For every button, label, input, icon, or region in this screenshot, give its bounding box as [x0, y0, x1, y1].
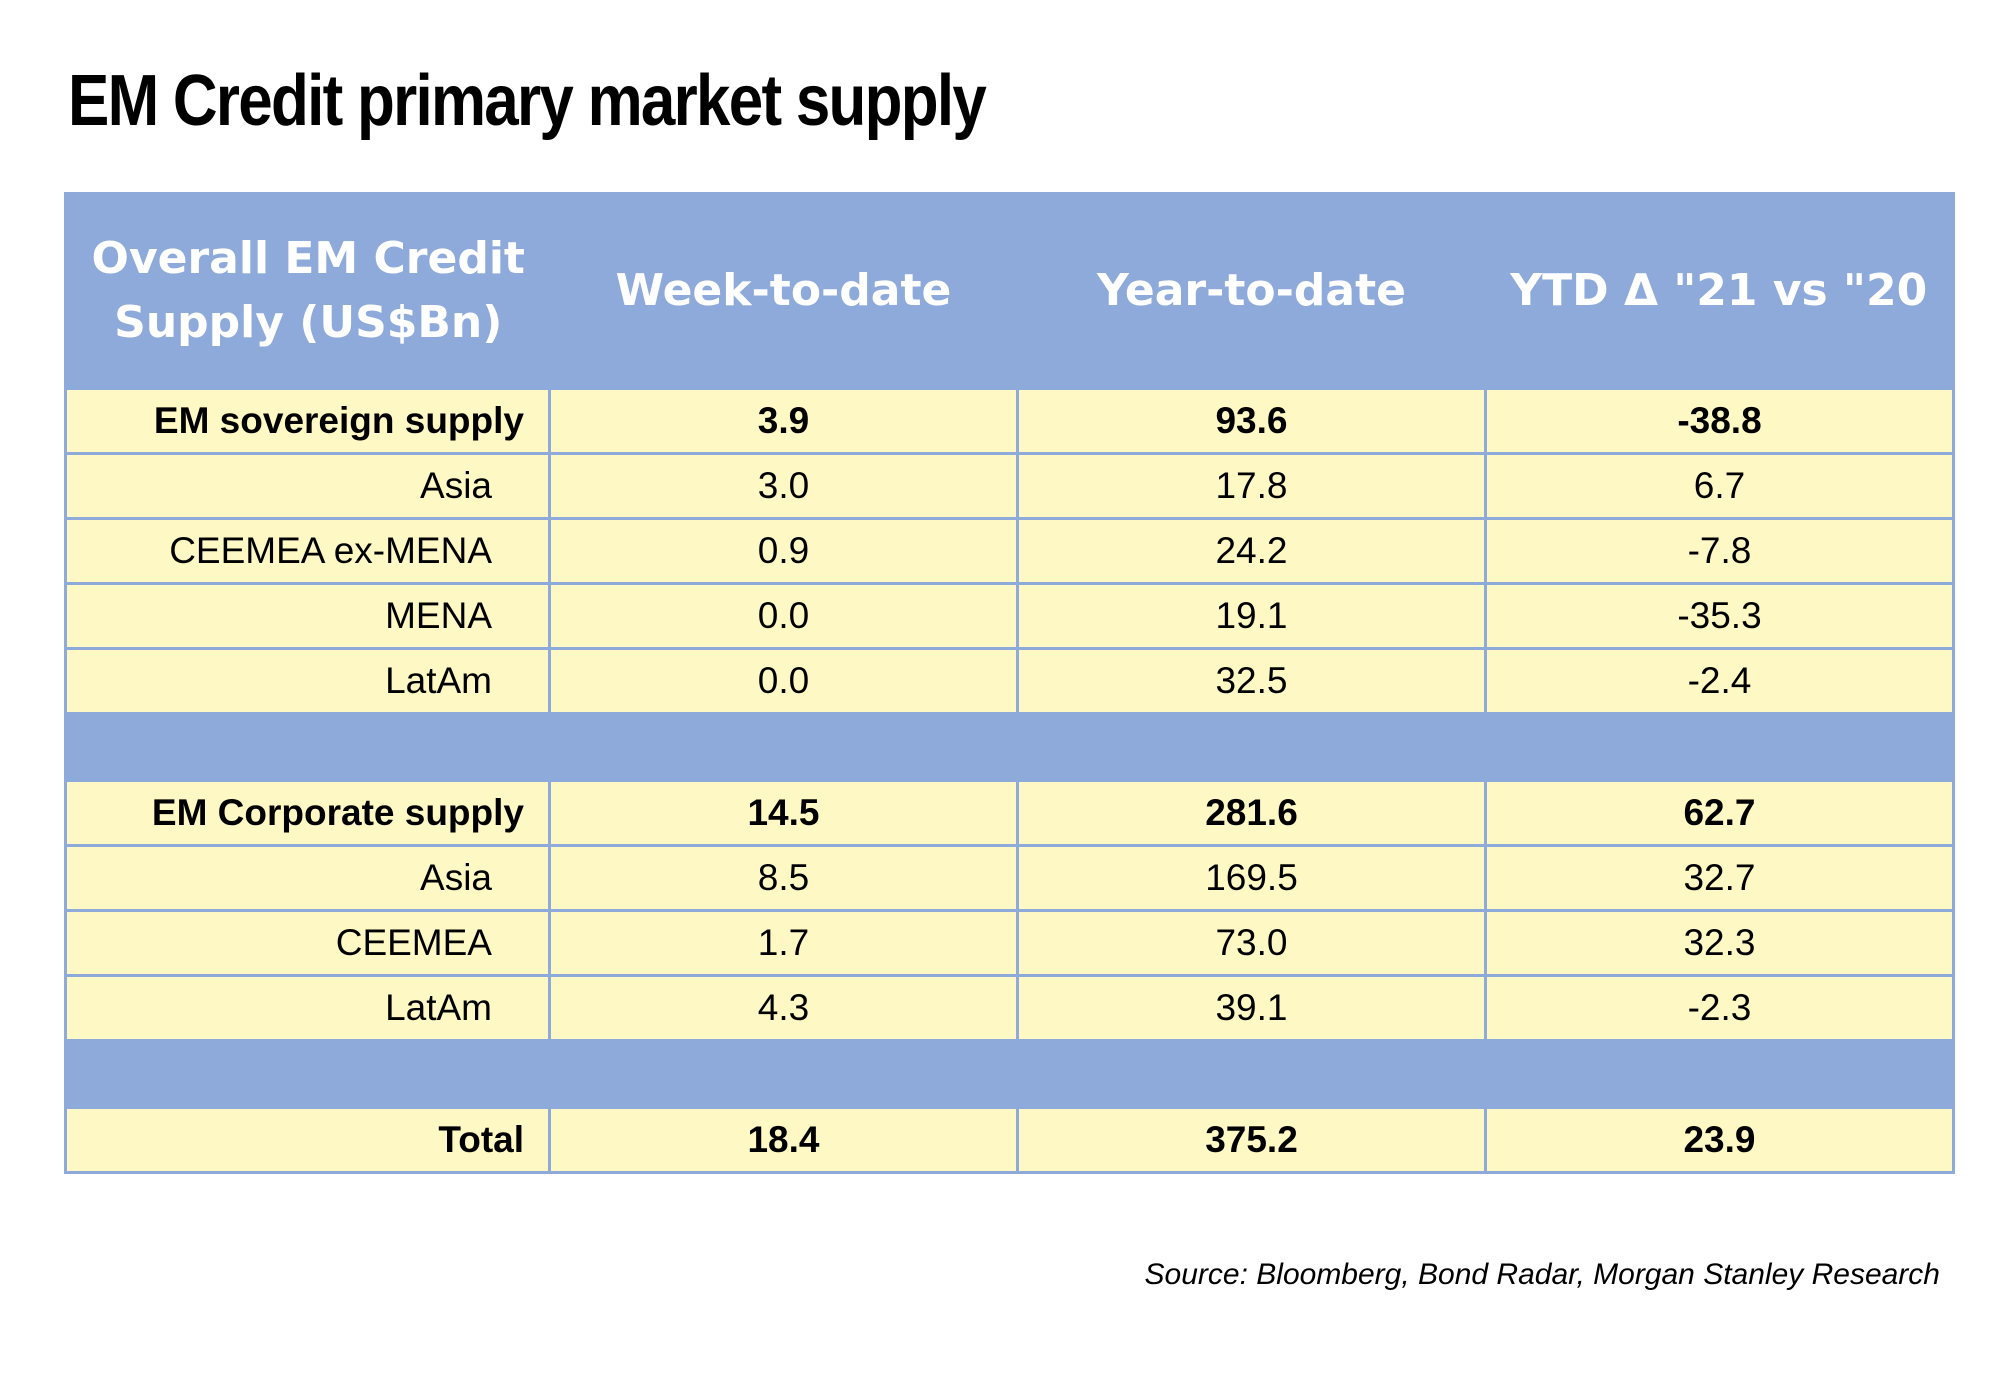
year-to-date-cell: 32.5: [1016, 647, 1487, 715]
table-row: EM sovereign supply 3.9 93.6 -38.8: [64, 387, 1955, 455]
header-row: Overall EM Credit Supply (US$Bn) Week-to…: [65, 193, 1954, 389]
ytd-change-cell: -7.8: [1484, 517, 1955, 585]
ytd-change-cell: -38.8: [1484, 387, 1955, 455]
column-header-ytd-change: YTD Δ "21 vs "20: [1485, 193, 1954, 389]
table-row: Asia 8.5 169.5 32.7: [64, 844, 1955, 912]
row-label: LatAm: [64, 647, 551, 715]
table-row: LatAm 0.0 32.5 -2.4: [64, 647, 1955, 715]
table-row: LatAm 4.3 39.1 -2.3: [64, 974, 1955, 1042]
year-to-date-cell: 39.1: [1016, 974, 1487, 1042]
table-row: Total 18.4 375.2 23.9: [64, 1106, 1955, 1174]
spacer-row: [65, 712, 1954, 782]
row-label: LatAm: [64, 974, 551, 1042]
week-to-date-cell: 1.7: [548, 909, 1019, 977]
table-row: Asia 3.0 17.8 6.7: [64, 452, 1955, 520]
row-label: Asia: [64, 452, 551, 520]
year-to-date-cell: 19.1: [1016, 582, 1487, 650]
supply-table: Overall EM Credit Supply (US$Bn) Week-to…: [64, 192, 1955, 1174]
row-label: EM Corporate supply: [64, 779, 551, 847]
week-to-date-cell: 3.0: [548, 452, 1019, 520]
row-label: Total: [64, 1106, 551, 1174]
week-to-date-cell: 0.0: [548, 582, 1019, 650]
ytd-change-cell: 6.7: [1484, 452, 1955, 520]
ytd-change-cell: 32.3: [1484, 909, 1955, 977]
table-body: EM sovereign supply 3.9 93.6 -38.8 Asia 3.0 17…: [64, 387, 1955, 1174]
year-to-date-cell: 24.2: [1016, 517, 1487, 585]
year-to-date-cell: 281.6: [1016, 779, 1487, 847]
ytd-change-cell: 32.7: [1484, 844, 1955, 912]
week-to-date-cell: 0.9: [548, 517, 1019, 585]
year-to-date-cell: 73.0: [1016, 909, 1487, 977]
week-to-date-cell: 8.5: [548, 844, 1019, 912]
week-to-date-cell: 18.4: [548, 1106, 1019, 1174]
year-to-date-cell: 169.5: [1016, 844, 1487, 912]
table-row: CEEMEA ex-MENA 0.9 24.2 -7.8: [64, 517, 1955, 585]
ytd-change-cell: -35.3: [1484, 582, 1955, 650]
column-header-category: Overall EM Credit Supply (US$Bn): [65, 193, 550, 389]
spacer-cell: [65, 712, 1954, 782]
column-header-year-to-date: Year-to-date: [1017, 193, 1486, 389]
table-row: MENA 0.0 19.1 -35.3: [64, 582, 1955, 650]
spacer-cell: [65, 1039, 1954, 1109]
ytd-change-cell: 62.7: [1484, 779, 1955, 847]
ytd-change-cell: -2.4: [1484, 647, 1955, 715]
table-row: EM Corporate supply 14.5 281.6 62.7: [64, 779, 1955, 847]
week-to-date-cell: 3.9: [548, 387, 1019, 455]
row-label: CEEMEA: [64, 909, 551, 977]
ytd-change-cell: 23.9: [1484, 1106, 1955, 1174]
spacer-row: [65, 1039, 1954, 1109]
week-to-date-cell: 4.3: [548, 974, 1019, 1042]
column-header-week-to-date: Week-to-date: [549, 193, 1018, 389]
year-to-date-cell: 375.2: [1016, 1106, 1487, 1174]
row-label: Asia: [64, 844, 551, 912]
table-row: CEEMEA 1.7 73.0 32.3: [64, 909, 1955, 977]
row-label: MENA: [64, 582, 551, 650]
source-note: Source: Bloomberg, Bond Radar, Morgan St…: [1144, 1258, 1940, 1291]
ytd-change-cell: -2.3: [1484, 974, 1955, 1042]
year-to-date-cell: 93.6: [1016, 387, 1487, 455]
page-title: EM Credit primary market supply: [68, 61, 987, 141]
week-to-date-cell: 14.5: [548, 779, 1019, 847]
week-to-date-cell: 0.0: [548, 647, 1019, 715]
row-label: CEEMEA ex-MENA: [64, 517, 551, 585]
year-to-date-cell: 17.8: [1016, 452, 1487, 520]
row-label: EM sovereign supply: [64, 387, 551, 455]
